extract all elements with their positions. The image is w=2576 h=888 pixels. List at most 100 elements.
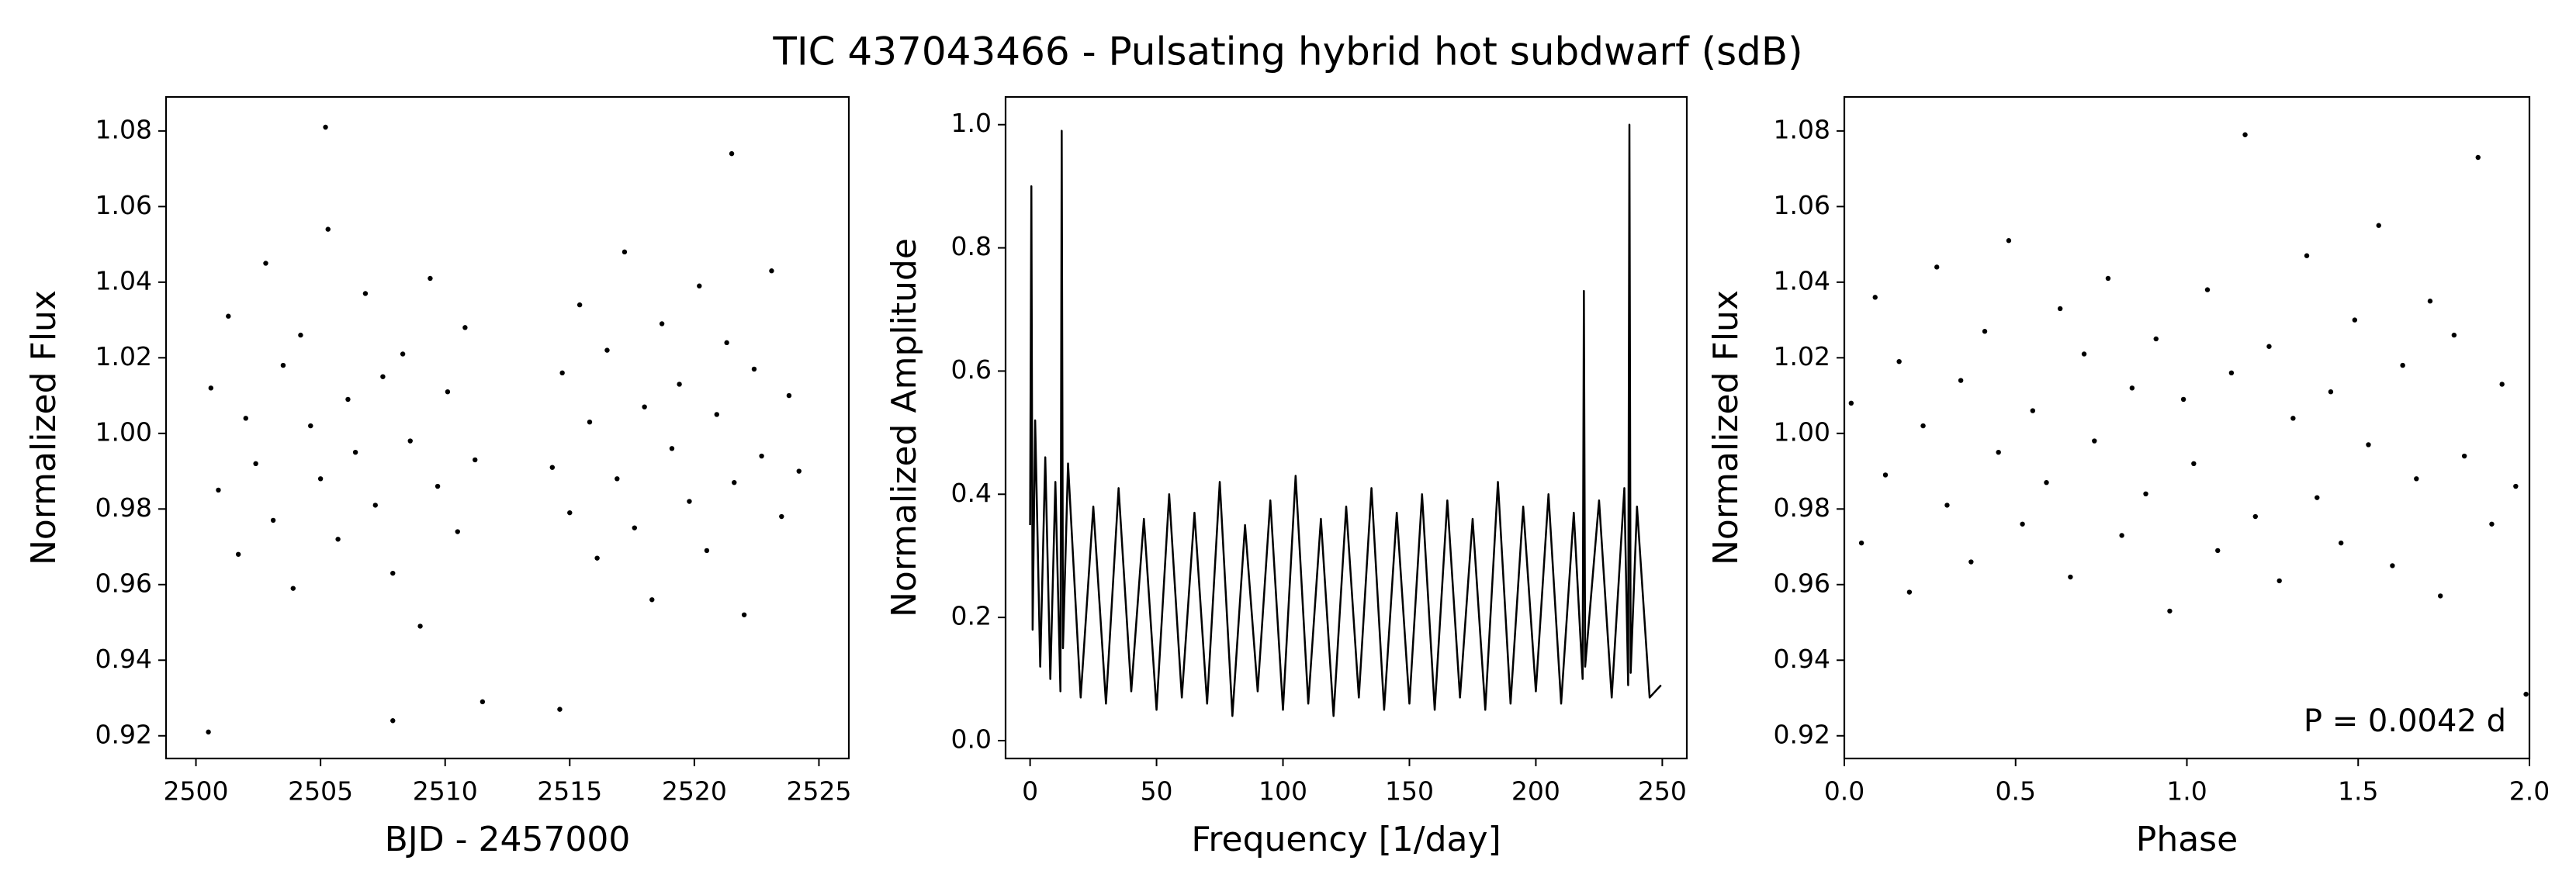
- data-point: [480, 699, 486, 705]
- y-tick-label: 1.02: [95, 341, 152, 371]
- data-point: [796, 468, 802, 474]
- y-tick-label: 1.08: [1774, 114, 1830, 144]
- data-point: [417, 624, 423, 629]
- data-point: [714, 412, 719, 417]
- y-axis-label: Normalized Flux: [1706, 290, 1746, 565]
- y-tick-label: 0.92: [1774, 719, 1830, 749]
- data-point: [1982, 329, 1988, 334]
- x-tick-label: 2525: [786, 776, 851, 807]
- y-tick-label: 0.8: [951, 231, 992, 261]
- data-point: [1872, 295, 1878, 300]
- data-point: [407, 438, 413, 444]
- data-point: [1920, 423, 1926, 429]
- x-tick-label: 100: [1259, 776, 1307, 807]
- data-point: [2204, 287, 2211, 292]
- data-point: [428, 275, 433, 282]
- data-point: [390, 718, 396, 724]
- x-tick-label: 2520: [662, 776, 727, 807]
- x-tick-label: 0.0: [1824, 776, 1864, 807]
- data-point: [2376, 223, 2381, 228]
- data-point: [741, 612, 747, 617]
- y-tick-label: 0.98: [1774, 492, 1830, 523]
- data-point: [372, 503, 378, 508]
- data-point: [298, 332, 303, 338]
- data-point: [697, 283, 702, 289]
- data-point: [323, 124, 328, 130]
- data-point: [2290, 416, 2296, 421]
- data-point: [435, 483, 441, 489]
- y-tick-label: 1.06: [1774, 190, 1830, 220]
- x-axis-label: Frequency [1/day]: [1191, 820, 1501, 859]
- data-point: [2475, 154, 2481, 161]
- data-point: [243, 416, 248, 421]
- data-point: [2451, 332, 2457, 338]
- data-point: [308, 423, 313, 429]
- data-point: [2092, 438, 2097, 444]
- x-tick-label: 1.0: [2166, 776, 2207, 807]
- data-point: [380, 374, 386, 379]
- data-point: [2153, 336, 2159, 342]
- x-tick-label: 2500: [164, 776, 229, 807]
- data-point: [751, 366, 757, 372]
- x-tick-label: 150: [1385, 776, 1434, 807]
- data-point: [2020, 521, 2025, 527]
- data-point: [2366, 442, 2371, 447]
- data-point: [729, 150, 735, 157]
- data-point: [445, 389, 451, 395]
- data-point: [2228, 370, 2235, 376]
- y-tick-label: 0.92: [95, 719, 152, 749]
- data-point: [235, 551, 241, 557]
- data-point: [2304, 253, 2310, 258]
- data-point: [473, 457, 478, 463]
- y-tick-label: 1.04: [1774, 265, 1830, 295]
- data-point: [786, 392, 792, 399]
- data-point: [2438, 593, 2443, 599]
- y-tick-label: 1.02: [1774, 341, 1830, 371]
- amplitude-line: [1029, 123, 1662, 717]
- data-point: [615, 476, 620, 482]
- data-point: [253, 461, 258, 467]
- data-point: [2414, 476, 2419, 482]
- y-tick-label: 1.00: [1774, 416, 1830, 447]
- data-point: [659, 321, 665, 327]
- data-point: [2191, 461, 2197, 467]
- data-point: [2461, 453, 2467, 459]
- x-tick-label: 2.0: [2509, 776, 2550, 807]
- y-tick-label: 0.94: [95, 644, 152, 674]
- data-point: [325, 226, 331, 232]
- data-point: [724, 340, 729, 346]
- data-point: [621, 249, 628, 255]
- data-point: [1882, 472, 1889, 478]
- data-point: [1958, 378, 1964, 383]
- y-axis-label: Normalized Amplitude: [885, 238, 924, 617]
- data-point: [2242, 132, 2248, 137]
- data-point: [1934, 264, 1940, 270]
- data-point: [1996, 449, 2001, 455]
- data-point: [2328, 389, 2334, 395]
- figure-title: TIC 437043466 - Pulsating hybrid hot sub…: [772, 29, 1802, 74]
- data-point: [2523, 691, 2529, 697]
- data-point: [362, 291, 369, 296]
- x-tick-label: 2505: [288, 776, 353, 807]
- data-point: [2068, 574, 2073, 580]
- data-point: [226, 313, 231, 319]
- data-point: [263, 261, 268, 266]
- y-axis-label: Normalized Flux: [24, 290, 64, 565]
- data-point: [2427, 299, 2433, 304]
- data-point: [2315, 495, 2320, 500]
- data-point: [400, 351, 406, 357]
- data-point: [642, 404, 647, 409]
- data-point: [549, 465, 556, 470]
- data-point: [2390, 563, 2395, 568]
- x-axis-label: BJD - 2457000: [385, 820, 631, 859]
- data-point: [576, 302, 583, 308]
- data-point: [669, 446, 675, 451]
- data-point: [208, 385, 214, 391]
- y-tick-label: 0.96: [95, 568, 152, 598]
- data-point: [677, 382, 682, 387]
- y-tick-label: 1.04: [95, 265, 152, 295]
- data-point: [557, 707, 563, 712]
- data-point: [2180, 396, 2186, 403]
- data-point: [587, 419, 593, 425]
- data-point: [759, 453, 764, 459]
